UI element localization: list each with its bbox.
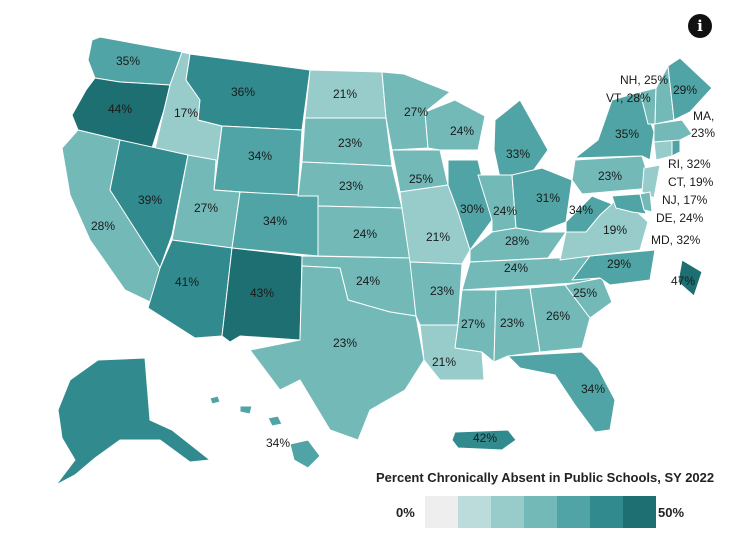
state-new-jersey[interactable] [641,164,661,199]
info-icon[interactable]: i [688,14,712,38]
state-florida[interactable] [507,351,616,433]
state-district-of-columbia[interactable] [677,259,703,297]
state-value-label: 41% [175,275,199,289]
small-state-label: DE, 24% [656,211,704,225]
legend-swatch [458,496,491,528]
state-value-label: 34% [581,382,605,396]
state-value-label: 35% [116,54,140,68]
state-value-label: 34% [569,203,593,217]
state-value-label: 25% [409,172,433,186]
state-alaska[interactable] [55,357,211,486]
state-north-carolina[interactable] [571,249,656,286]
state-value-label: 23% [500,316,524,330]
state-value-label: 26% [546,309,570,323]
state-value-label: 23% [598,169,622,183]
state-value-label: 23% [338,136,362,150]
state-value-label: 24% [356,274,380,288]
state-value-label: 43% [250,286,274,300]
state-value-label: 21% [333,87,357,101]
small-state-label: CT, 19% [668,175,714,189]
small-state-label: 23% [691,126,715,140]
small-state-label: NJ, 17% [662,193,708,207]
state-value-label: 27% [194,201,218,215]
state-wisconsin[interactable] [424,99,486,151]
state-value-label: 24% [353,227,377,241]
legend-swatch [623,496,656,528]
legend-swatch [557,496,590,528]
state-value-label: 28% [505,234,529,248]
state-value-label: 17% [174,106,198,120]
legend-max-label: 50% [658,505,685,520]
state-value-label: 39% [138,193,162,207]
state-value-label: 27% [404,105,428,119]
state-value-label: 36% [231,85,255,99]
state-hawaii[interactable] [209,395,321,469]
state-value-label: 44% [108,102,132,116]
state-value-label: 34% [266,436,290,450]
state-maryland[interactable] [611,193,647,215]
state-maine[interactable] [667,57,713,121]
legend-color-scale [425,496,656,528]
state-value-label: 23% [430,284,454,298]
state-value-label: 34% [263,214,287,228]
state-value-label: 27% [461,317,485,331]
state-delaware[interactable] [639,191,653,213]
state-value-label: 19% [603,223,627,237]
state-michigan[interactable] [493,99,549,179]
state-value-label: 21% [432,355,456,369]
state-texas[interactable] [249,265,425,441]
state-value-label: 34% [248,149,272,163]
small-state-label: VT, 28% [606,91,651,105]
state-value-label: 21% [426,230,450,244]
state-value-label: 23% [333,336,357,350]
state-south-carolina[interactable] [564,277,613,319]
state-value-label: 33% [506,147,530,161]
state-value-label: 28% [91,219,115,233]
state-value-label: 35% [615,127,639,141]
state-alabama[interactable] [493,287,541,363]
state-value-label: 47% [671,274,695,288]
state-value-label: 24% [504,261,528,275]
state-value-label: 29% [673,83,697,97]
state-puerto-rico[interactable] [451,429,517,451]
state-value-label: 30% [460,202,484,216]
small-state-label: NH, 25% [620,73,668,87]
state-value-label: 29% [607,257,631,271]
legend-title: Percent Chronically Absent in Public Sch… [376,470,715,485]
legend-min-label: 0% [396,505,415,520]
state-value-label: 24% [450,124,474,138]
state-value-label: 23% [339,179,363,193]
state-massachusetts[interactable] [653,119,693,143]
legend-swatch [590,496,623,528]
legend-swatch [524,496,557,528]
state-value-label: 42% [473,431,497,445]
state-nevada[interactable] [109,139,189,269]
small-state-label: RI, 32% [668,157,711,171]
legend-swatch [425,496,458,528]
state-rhode-island[interactable] [671,139,681,157]
state-value-label: 24% [493,204,517,218]
state-georgia[interactable] [529,284,591,353]
state-west-virginia[interactable] [565,195,613,233]
small-state-label: MD, 32% [651,233,701,247]
small-state-label: MA, [693,109,714,123]
state-value-label: 25% [573,286,597,300]
legend-swatch [491,496,524,528]
state-value-label: 31% [536,191,560,205]
